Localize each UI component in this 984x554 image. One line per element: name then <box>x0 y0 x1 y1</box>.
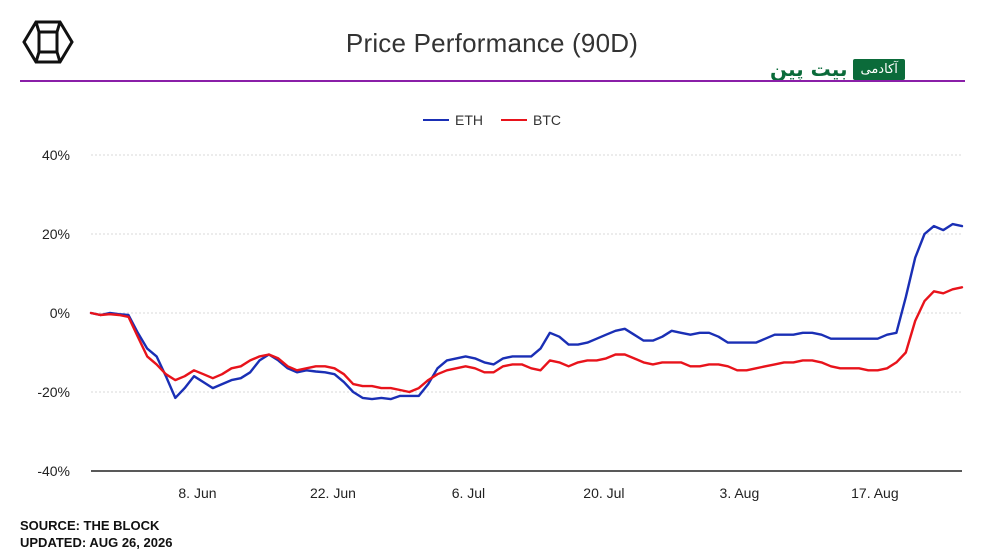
legend-label-eth: ETH <box>455 112 483 128</box>
chart-title: Price Performance (90D) <box>345 28 639 58</box>
brand-badge: آکادمی <box>853 58 905 80</box>
x-tick-label-0: 8. Jun <box>178 485 216 501</box>
the-block-cube-logo-icon <box>22 20 74 64</box>
title-divider <box>20 80 755 82</box>
y-tick-label-4: -40% <box>37 463 70 479</box>
chart-legend: ETH BTC <box>0 112 984 128</box>
x-tick-label-2: 6. Jul <box>452 485 485 501</box>
x-tick-label-5: 17. Aug <box>851 485 899 501</box>
y-tick-label-3: -20% <box>37 384 70 400</box>
legend-item-eth[interactable]: ETH <box>423 112 483 128</box>
y-tick-label-1: 20% <box>42 226 70 242</box>
brand-watermark: بیت پین آکادمی <box>770 56 905 82</box>
legend-label-btc: BTC <box>533 112 561 128</box>
legend-swatch-btc <box>501 119 527 121</box>
legend-item-btc[interactable]: BTC <box>501 112 561 128</box>
series-line-btc <box>89 286 964 394</box>
brand-text: بیت پین <box>770 57 848 81</box>
source-text: SOURCE: THE BLOCK <box>20 518 160 533</box>
title-divider-right <box>755 80 965 82</box>
chart-footer: SOURCE: THE BLOCK UPDATED: AUG 26, 2026 <box>20 517 172 551</box>
y-tick-label-0: 40% <box>42 147 70 163</box>
x-tick-label-3: 20. Jul <box>583 485 624 501</box>
x-tick-label-1: 22. Jun <box>310 485 356 501</box>
legend-swatch-eth <box>423 119 449 121</box>
series-line-eth <box>89 222 964 401</box>
y-tick-label-2: 0% <box>50 305 70 321</box>
x-tick-label-4: 3. Aug <box>720 485 760 501</box>
updated-text: UPDATED: AUG 26, 2026 <box>20 535 173 550</box>
